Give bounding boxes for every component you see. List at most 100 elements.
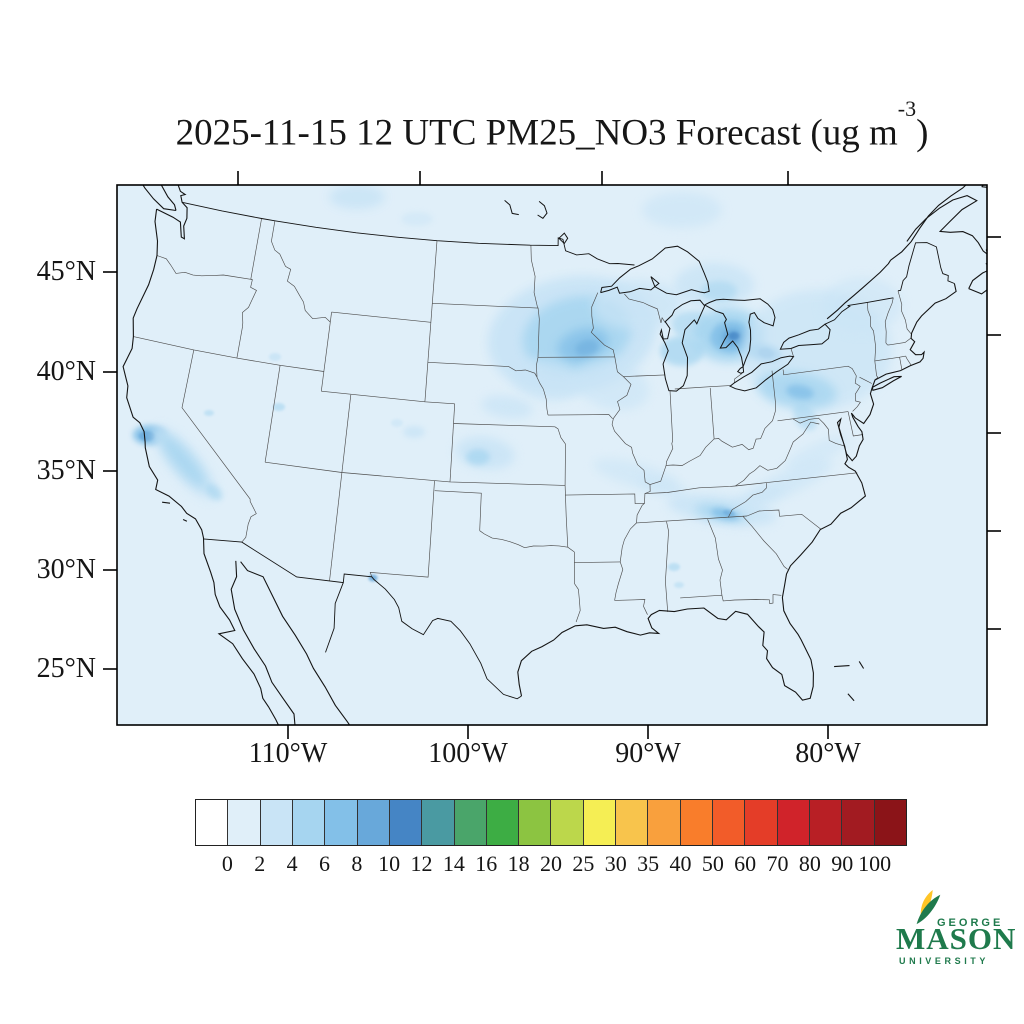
- colorbar-tick-label: 35: [637, 851, 660, 876]
- state-boundary: [321, 390, 455, 405]
- colorbar: [195, 799, 907, 846]
- colorbar-tick-label: 25: [572, 851, 595, 876]
- state-boundary: [735, 472, 858, 487]
- colorbar-cell: [228, 800, 261, 845]
- coastline: [240, 561, 351, 725]
- gmu-george-text: GEORGE: [937, 917, 1004, 929]
- state-boundary: [727, 483, 768, 518]
- state-boundary: [790, 348, 794, 357]
- state-boundary: [574, 561, 621, 563]
- colorbar-cell: [292, 800, 326, 845]
- colorbar-tick-label: 100: [858, 851, 892, 876]
- map-frame: [116, 184, 988, 726]
- concentration-hotspot: [329, 185, 385, 209]
- state-boundary: [665, 521, 669, 612]
- state-boundary: [547, 414, 613, 420]
- colorbar-cell: [454, 800, 487, 845]
- colorbar-cell: [616, 800, 649, 845]
- state-boundary: [432, 302, 539, 309]
- lake-outline: [729, 355, 795, 392]
- state-boundary: [674, 385, 731, 390]
- state-boundary: [156, 255, 253, 280]
- colorbar-cell: [486, 800, 520, 845]
- gmu-mason-text: MASON: [896, 921, 1017, 956]
- concentration-hotspot: [784, 435, 850, 471]
- concentration-hotspot: [723, 509, 735, 517]
- state-boundary: [536, 377, 549, 416]
- coastline: [834, 665, 850, 668]
- concentration-hotspot: [481, 395, 533, 419]
- lake-outline: [537, 201, 548, 219]
- colorbar-tick-label: 2: [254, 851, 266, 876]
- lat-tick-label: 40°N: [36, 356, 96, 387]
- colorbar-cell: [777, 800, 810, 845]
- state-boundary: [623, 374, 666, 377]
- colorbar-cell: [196, 800, 229, 845]
- lat-tick-label: 45°N: [36, 256, 96, 287]
- colorbar-cell: [745, 800, 778, 845]
- state-boundary: [707, 519, 723, 596]
- national-border: [847, 297, 894, 307]
- state-boundary: [329, 472, 343, 582]
- colorbar-cell: [648, 800, 681, 845]
- colorbar-tick-label: 12: [410, 851, 433, 876]
- lake-outline: [504, 200, 519, 216]
- state-boundary: [735, 421, 820, 487]
- state-boundary: [905, 355, 912, 366]
- colorbar-tick-label: 80: [798, 851, 821, 876]
- title-exponent: -3: [897, 96, 917, 121]
- coastline: [871, 375, 902, 391]
- concentration-hotspot: [728, 485, 786, 511]
- state-boundary: [565, 493, 645, 504]
- title-text: 2025-11-15 12 UTC PM25_NO3 Forecast (ug …: [175, 112, 898, 154]
- concentration-hotspot: [642, 192, 722, 228]
- state-boundary: [479, 530, 575, 553]
- lat-tick-label: 30°N: [36, 554, 96, 585]
- concentration-hotspot: [574, 359, 650, 411]
- lon-tick-label: 90°W: [615, 738, 681, 769]
- concentration-hotspot: [786, 384, 814, 400]
- state-boundary: [771, 370, 776, 403]
- national-border: [203, 538, 522, 700]
- concentration-hotspot: [205, 483, 223, 501]
- colorbar-cell: [583, 800, 617, 845]
- concentration-hotspot: [401, 212, 433, 226]
- state-boundary: [847, 411, 864, 437]
- state-boundary: [320, 312, 332, 392]
- national-border: [897, 242, 955, 292]
- state-boundary: [866, 302, 879, 381]
- state-boundary: [574, 551, 581, 623]
- concentration-hotspot: [204, 410, 214, 416]
- state-boundary: [271, 220, 331, 323]
- concentration-hotspot: [391, 419, 403, 427]
- coastline: [985, 249, 987, 251]
- concentration-hotspot: [575, 339, 599, 357]
- state-boundary: [859, 376, 872, 384]
- state-boundary: [564, 485, 569, 548]
- colorbar-cell: [260, 800, 293, 845]
- state-boundary: [449, 403, 456, 482]
- state-boundary: [236, 279, 257, 359]
- gmu-university-text: UNIVERSITY: [899, 956, 990, 966]
- coastline: [230, 560, 296, 725]
- lat-tick-label: 35°N: [36, 455, 96, 486]
- colorbar-tick-label: 20: [540, 851, 562, 876]
- state-boundary: [181, 349, 257, 543]
- colorbar-tick-label: 10: [378, 851, 401, 876]
- coastline: [156, 185, 188, 240]
- state-boundary: [265, 461, 566, 486]
- concentration-hotspot: [668, 563, 680, 571]
- state-boundary: [530, 245, 540, 358]
- state-boundary: [624, 293, 666, 323]
- coastline: [906, 195, 987, 255]
- state-boundary: [777, 411, 849, 422]
- lake-outline: [659, 299, 706, 392]
- colorbar-tick-label: 4: [286, 851, 298, 876]
- gmu-logo: GEORGE MASON UNIVERSITY: [893, 890, 1023, 982]
- gmu-flame-icon: [916, 890, 941, 925]
- coastline: [981, 185, 987, 188]
- state-boundary: [590, 292, 616, 357]
- coastline: [122, 209, 280, 725]
